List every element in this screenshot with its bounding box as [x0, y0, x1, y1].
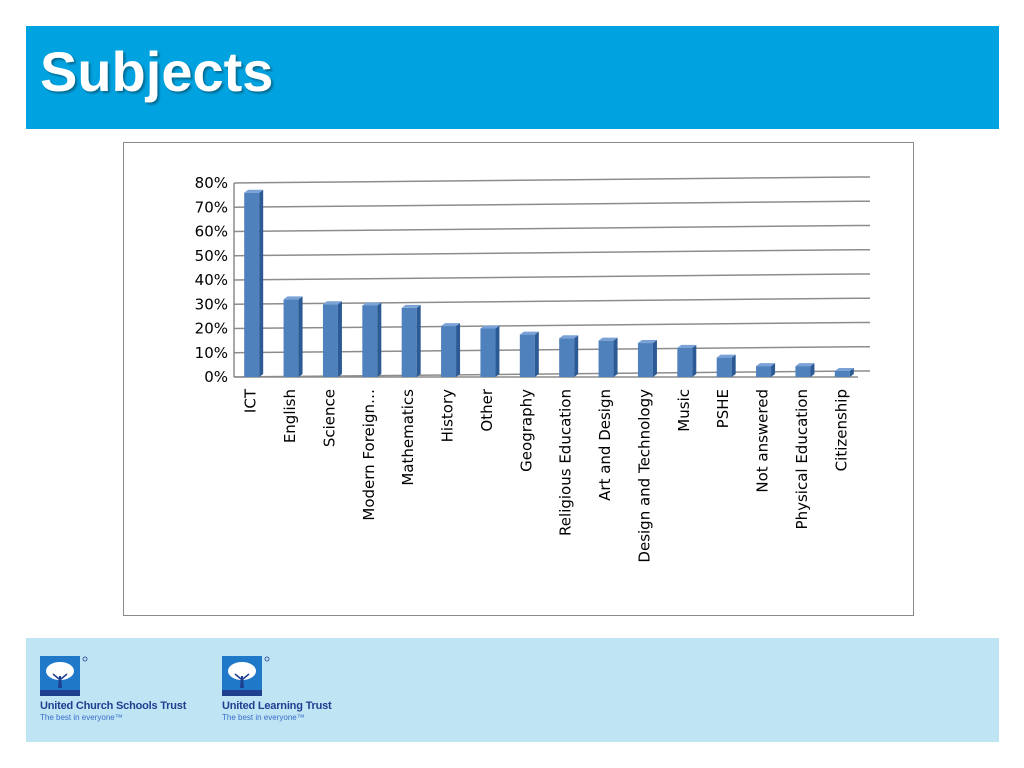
- x-axis-tick-labels: ICT English Science Modern Foreign… Mathemat…: [242, 388, 851, 562]
- x-tick-label: Citizenship: [832, 389, 850, 471]
- bar: [244, 189, 264, 377]
- y-tick-label: 0%: [204, 368, 228, 386]
- x-tick-label: Not answered: [754, 389, 772, 493]
- bar: [834, 367, 854, 377]
- x-tick-label: Physical Education: [793, 389, 811, 529]
- gridline: [233, 273, 859, 281]
- gridline: [233, 200, 859, 208]
- chart-frame: 0% 10% 20% 30% 40% 50% 60% 70% 80% ICT English Sci…: [123, 142, 914, 616]
- x-tick-label: PSHE: [714, 389, 732, 428]
- bar: [283, 296, 303, 377]
- bar-chart: 0% 10% 20% 30% 40% 50% 60% 70% 80% ICT English Sci…: [195, 174, 870, 563]
- bar: [559, 335, 579, 377]
- y-tick-label: 70%: [195, 198, 228, 216]
- bar: [441, 323, 461, 377]
- x-tick-label: Modern Foreign…: [360, 389, 378, 521]
- bar: [322, 301, 342, 377]
- y-tick-label: 30%: [195, 295, 228, 313]
- bar: [401, 304, 421, 377]
- x-tick-label: Religious Education: [557, 389, 575, 536]
- tree-icon: [222, 656, 270, 696]
- x-tick-label: Science: [320, 389, 338, 447]
- title-bar: Subjects: [26, 26, 999, 129]
- x-tick-label: History: [439, 389, 457, 442]
- logo-name: United Church Schools Trust: [40, 700, 187, 712]
- bar: [519, 331, 539, 377]
- x-tick-label: Art and Design: [596, 389, 614, 501]
- gridline: [233, 249, 859, 257]
- y-tick-label: 10%: [195, 344, 228, 362]
- x-tick-label: Design and Technology: [635, 389, 653, 563]
- bar: [677, 344, 697, 377]
- logo-name: United Learning Trust: [222, 700, 332, 712]
- y-tick-label: 60%: [195, 223, 228, 241]
- y-tick-label: 40%: [195, 271, 228, 289]
- footer-band: United Church Schools Trust The best in …: [26, 638, 999, 742]
- x-tick-label: Music: [675, 389, 693, 432]
- y-axis-tick-labels: 0% 10% 20% 30% 40% 50% 60% 70% 80%: [195, 174, 228, 386]
- y-tick-label: 50%: [195, 247, 228, 265]
- bar: [362, 302, 382, 377]
- gridline: [233, 224, 859, 233]
- bar: [756, 363, 776, 377]
- x-tick-label: English: [281, 389, 299, 443]
- bar: [795, 363, 815, 377]
- bar: [598, 337, 618, 377]
- x-tick-label: Mathematics: [399, 389, 417, 486]
- x-tick-label: Geography: [517, 389, 535, 472]
- logo-tagline: The best in everyone™: [222, 713, 305, 722]
- logo-united-learning-trust: United Learning Trust The best in everyo…: [222, 656, 332, 722]
- x-tick-label: Other: [478, 388, 496, 431]
- y-tick-label: 20%: [195, 320, 228, 338]
- slide-title: Subjects: [40, 40, 274, 103]
- logo-tagline: The best in everyone™: [40, 713, 123, 722]
- x-tick-label: ICT: [242, 388, 260, 413]
- bar: [716, 354, 736, 377]
- logo-united-church-schools-trust: United Church Schools Trust The best in …: [40, 656, 186, 722]
- chart-bars: [244, 189, 854, 377]
- bar: [637, 340, 657, 377]
- bar: [480, 325, 500, 377]
- gridline: [233, 176, 859, 184]
- y-tick-label: 80%: [195, 174, 228, 192]
- tree-icon: [40, 656, 88, 696]
